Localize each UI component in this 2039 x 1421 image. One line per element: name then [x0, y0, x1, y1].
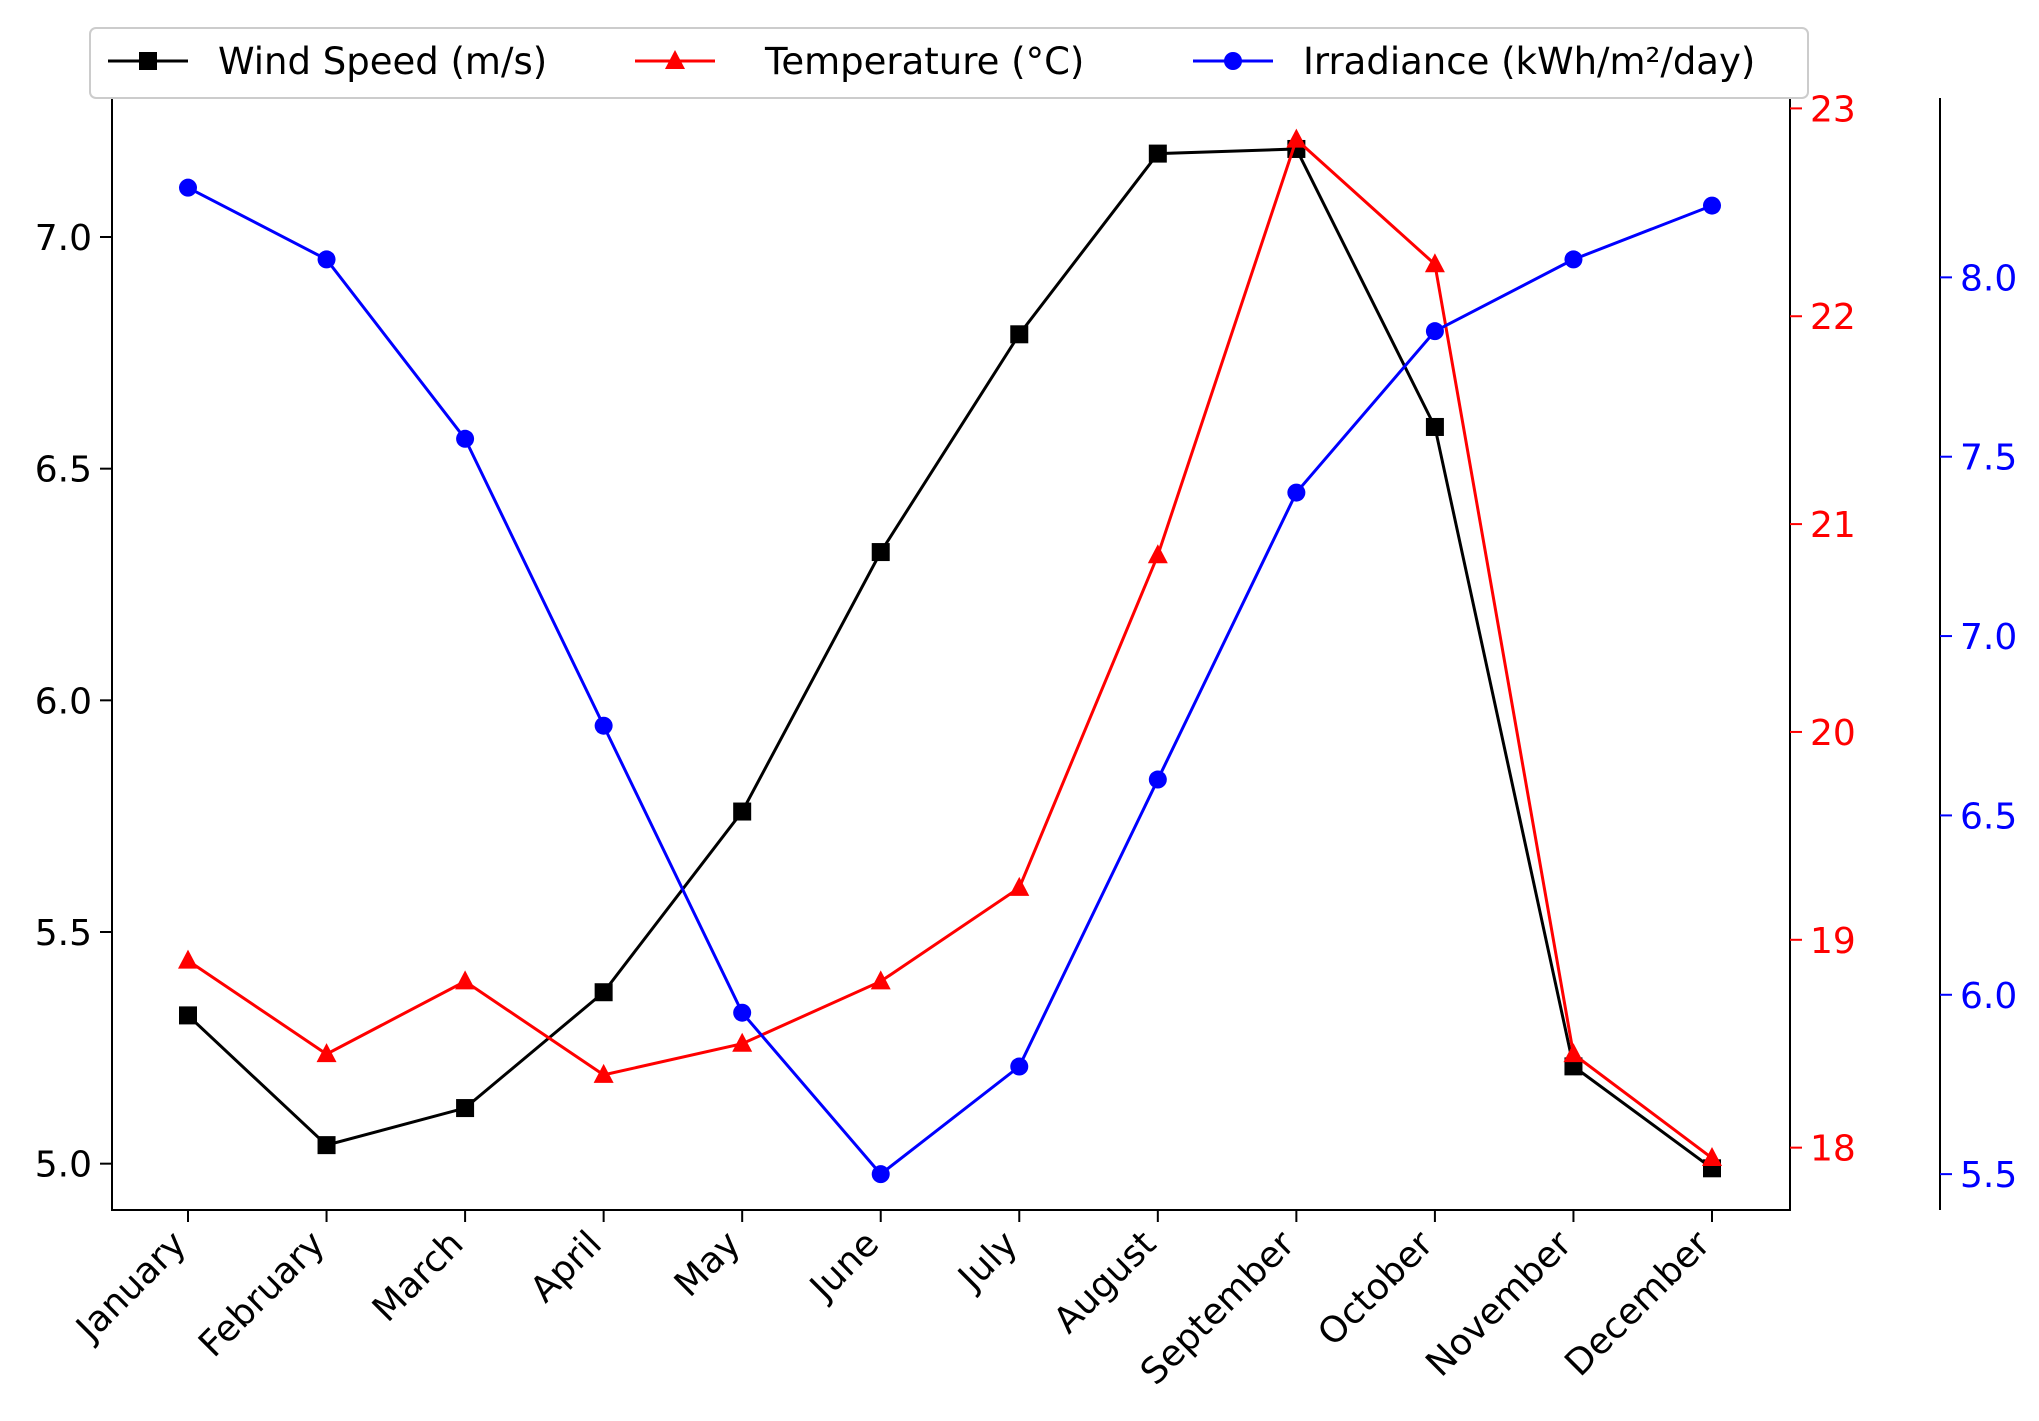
right-y-tick-label: 23 — [1810, 89, 1856, 130]
data-point — [1702, 1147, 1722, 1167]
right-y-tick-label: 22 — [1810, 297, 1856, 338]
data-point — [1425, 417, 1444, 436]
offset-y-tick-label: 6.5 — [1960, 796, 2017, 837]
series-2 — [179, 178, 1721, 1184]
data-point — [1424, 253, 1445, 273]
data-point — [1147, 544, 1168, 564]
data-point — [316, 1043, 337, 1063]
offset-y-tick-label: 5.5 — [1960, 1155, 2017, 1196]
data-point — [594, 716, 613, 735]
offset-y-tick-label: 7.0 — [1960, 617, 2017, 658]
data-point — [1425, 322, 1444, 341]
data-point — [593, 1063, 614, 1083]
data-point — [1010, 1057, 1029, 1076]
right-y-tick-label: 19 — [1810, 921, 1856, 962]
left-y-axis: 5.0 5.5 6.0 6.5 7.0 — [35, 218, 112, 1186]
data-point — [179, 1006, 197, 1025]
left-y-tick-label: 6.5 — [35, 450, 92, 491]
series-1 — [178, 128, 1722, 1167]
data-point — [456, 1099, 475, 1118]
data-point — [456, 429, 475, 448]
data-point — [1564, 250, 1583, 269]
data-point — [1010, 325, 1029, 344]
data-point — [594, 983, 613, 1002]
right-y-axis: 18 19 20 21 22 23 — [1790, 89, 1856, 1170]
data-point — [1563, 1043, 1584, 1063]
left-y-tick-label: 5.5 — [35, 913, 92, 954]
series-line — [187, 186, 1713, 1177]
legend-box — [89, 27, 1809, 99]
data-point — [871, 543, 890, 562]
offset-y-tick-label: 8.0 — [1960, 258, 2017, 299]
data-point — [179, 178, 197, 197]
series-line — [187, 136, 1713, 1160]
left-y-tick-label: 6.0 — [35, 681, 92, 722]
data-point — [870, 970, 891, 990]
data-point — [733, 802, 752, 821]
offset-right-y-axis: 5.5 6.0 6.5 7.0 7.5 8.0 — [1939, 98, 2017, 1210]
legend-label: Wind Speed (m/s) — [218, 40, 547, 83]
left-y-tick-label: 5.0 — [35, 1145, 92, 1186]
data-point — [455, 970, 476, 990]
right-y-tick-label: 21 — [1810, 505, 1856, 546]
left-y-tick-label: 7.0 — [35, 218, 92, 259]
data-point — [1148, 770, 1167, 789]
right-y-tick-label: 20 — [1810, 713, 1856, 754]
data-point — [317, 250, 336, 269]
legend-label: Irradiance (kWh/m²/day) — [1303, 40, 1755, 83]
data-point — [1009, 876, 1030, 896]
legend: Wind Speed (m/s) Temperature (°C) Irradian… — [89, 27, 1809, 99]
series-line — [186, 147, 1713, 1170]
data-point — [1287, 483, 1306, 502]
data-point — [1148, 144, 1167, 163]
right-y-tick-label: 18 — [1810, 1129, 1856, 1170]
data-point — [317, 1136, 336, 1155]
data-point — [1286, 128, 1307, 148]
legend-label: Temperature (°C) — [764, 40, 1084, 83]
offset-y-tick-label: 7.5 — [1960, 438, 2017, 479]
data-point — [178, 949, 198, 969]
data-point — [733, 1003, 752, 1022]
legend-marker — [1224, 52, 1242, 70]
offset-y-tick-label: 6.0 — [1960, 976, 2017, 1017]
data-point — [1703, 196, 1721, 215]
data-point — [732, 1032, 753, 1052]
legend-marker — [139, 52, 157, 70]
series-layer — [178, 128, 1722, 1184]
data-point — [871, 1165, 890, 1184]
legend-marker — [665, 50, 685, 69]
